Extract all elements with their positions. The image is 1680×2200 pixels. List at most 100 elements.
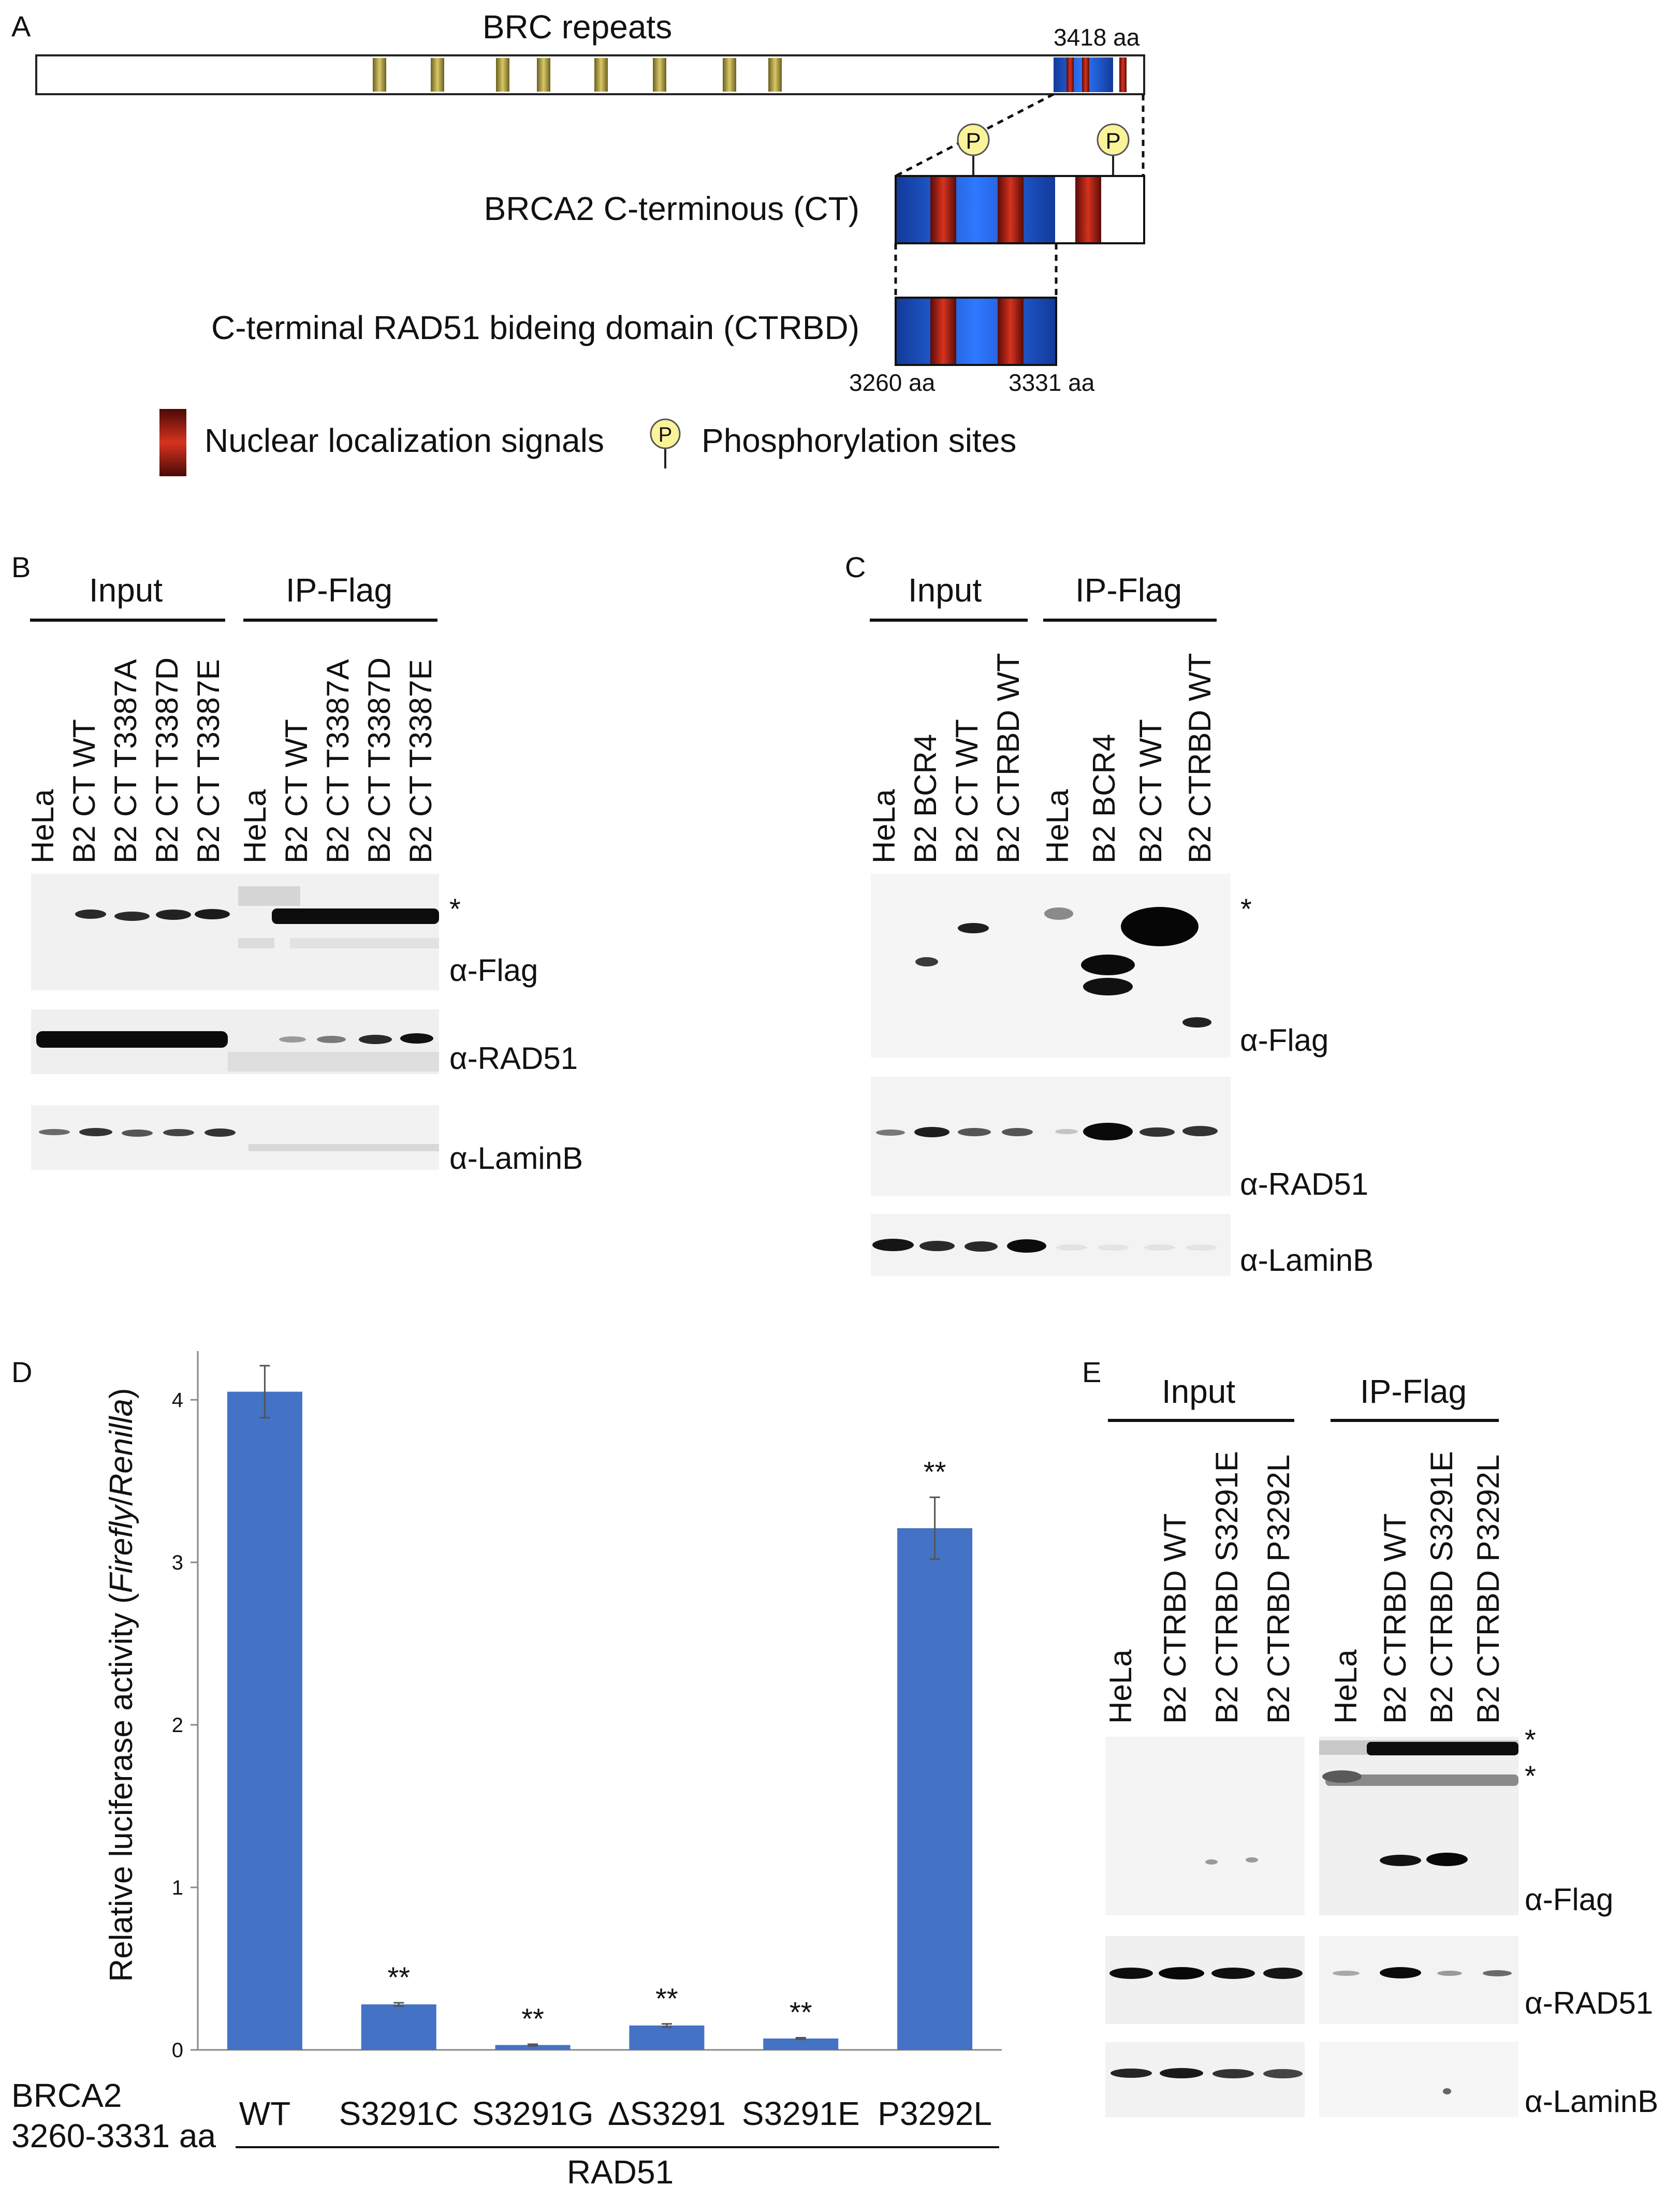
lane-label: B2 CTRBD P3292L bbox=[1261, 1455, 1296, 1724]
nls-legend-label: Nuclear localization signals bbox=[204, 422, 604, 459]
phosphorylation-marker-2: P bbox=[1097, 123, 1130, 176]
y-axis-label: Relative luciferase activity (Firefly/Re… bbox=[104, 1388, 139, 1982]
lane-label: B2 CTRBD WT bbox=[1182, 653, 1217, 863]
panel-c: C Input IP-Flag HeLa B2 BCR4 B2 CT WT B2… bbox=[845, 551, 1374, 1278]
panel-a: A BRC repeats 3418 aa P bbox=[11, 8, 1145, 476]
significance-mark: ** bbox=[521, 2002, 544, 2035]
group-label-rad51: RAD51 bbox=[567, 2153, 674, 2191]
row-label-line1: BRCA2 bbox=[11, 2077, 122, 2114]
panel-c-input-header: Input bbox=[908, 571, 982, 609]
bar bbox=[897, 1528, 973, 2050]
panel-c-ip-header: IP-Flag bbox=[1075, 571, 1182, 609]
panel-e-ip-header: IP-Flag bbox=[1360, 1373, 1467, 1410]
lane-label: B2 CT T3387E bbox=[191, 659, 226, 863]
brc-repeat-box bbox=[723, 58, 736, 92]
lane-label: B2 CT T3387E bbox=[403, 659, 438, 863]
blot-c-flag bbox=[871, 874, 1231, 1058]
panel-c-lane-labels: HeLa B2 BCR4 B2 CT WT B2 CTRBD WT HeLa B… bbox=[867, 653, 1217, 863]
x-category-label: S3291G bbox=[472, 2095, 594, 2132]
lane-label: HeLa bbox=[25, 789, 60, 863]
bar bbox=[763, 2038, 839, 2050]
lane-label: B2 CT WT bbox=[279, 719, 314, 863]
brc-repeat-box bbox=[373, 58, 386, 92]
bar bbox=[361, 2004, 436, 2050]
panel-a-letter: A bbox=[11, 10, 31, 42]
bar bbox=[629, 2025, 705, 2050]
panel-e-letter: E bbox=[1082, 1356, 1101, 1388]
panel-d-letter: D bbox=[11, 1356, 32, 1388]
blot-b-rad51 bbox=[31, 1009, 439, 1074]
blot-c-rad51 bbox=[871, 1077, 1231, 1196]
antibody-label-flag: α-Flag bbox=[1240, 1023, 1328, 1058]
x-category-label: P3292L bbox=[878, 2095, 992, 2132]
brc-repeat-box bbox=[431, 58, 444, 92]
phospho-legend-label: Phosphorylation sites bbox=[702, 422, 1016, 459]
significance-mark: ** bbox=[387, 1961, 410, 1993]
x-category-label: WT bbox=[239, 2095, 291, 2132]
antibody-label-rad51: α-RAD51 bbox=[1525, 1986, 1653, 2020]
blot-b-laminb bbox=[31, 1105, 439, 1170]
brc-repeat-box bbox=[496, 58, 509, 92]
nls-legend-swatch bbox=[159, 409, 186, 476]
panel-b-input-header: Input bbox=[89, 571, 163, 609]
brc-repeat-box bbox=[653, 58, 666, 92]
lane-label: HeLa bbox=[238, 789, 272, 863]
nonspecific-band-marker: * bbox=[449, 892, 461, 925]
antibody-label-rad51: α-RAD51 bbox=[1240, 1167, 1368, 1201]
lane-label: B2 CT WT bbox=[67, 719, 101, 863]
y-tick-label: 1 bbox=[172, 1876, 183, 1899]
row-label-line2: 3260-3331 aa bbox=[11, 2117, 216, 2154]
panel-b-letter: B bbox=[11, 551, 31, 583]
lane-label: B2 BCR4 bbox=[1087, 734, 1121, 863]
brc-repeats-label: BRC repeats bbox=[483, 8, 672, 46]
protein-length-label: 3418 aa bbox=[1054, 24, 1140, 51]
ctrbd-start-label: 3260 aa bbox=[849, 369, 936, 396]
svg-text:P: P bbox=[966, 128, 981, 154]
antibody-label-laminb: α-LaminB bbox=[1240, 1243, 1374, 1278]
panel-c-letter: C bbox=[845, 551, 866, 583]
blot-c-laminb bbox=[871, 1214, 1231, 1276]
lane-label: HeLa bbox=[1328, 1649, 1363, 1724]
lane-label: B2 CT T3387A bbox=[108, 659, 143, 863]
nonspecific-band-marker-1: * bbox=[1525, 1723, 1536, 1756]
lane-label: B2 CT T3387D bbox=[150, 657, 184, 863]
antibody-label-flag: α-Flag bbox=[1525, 1882, 1613, 1917]
nonspecific-band-marker: * bbox=[1240, 892, 1252, 925]
ct-domain-bar bbox=[895, 175, 1145, 244]
x-category-label: S3291C bbox=[339, 2095, 459, 2132]
lane-label: HeLa bbox=[867, 789, 901, 863]
panel-b: B Input IP-Flag HeLa B2 CT WT B2 CT T338… bbox=[11, 551, 583, 1176]
blot-e-laminb bbox=[1105, 2042, 1518, 2117]
ctrbd-end-label: 3331 aa bbox=[1009, 369, 1095, 396]
lane-label: B2 CTRBD S3291E bbox=[1424, 1451, 1459, 1724]
lane-label: B2 CTRBD S3291E bbox=[1209, 1451, 1244, 1724]
bar bbox=[495, 2045, 571, 2050]
antibody-label-laminb: α-LaminB bbox=[1525, 2084, 1658, 2119]
y-tick-label: 2 bbox=[172, 1714, 183, 1737]
lane-label: B2 CT WT bbox=[1133, 719, 1168, 863]
brc-repeat-box bbox=[594, 58, 608, 92]
svg-text:P: P bbox=[1105, 128, 1120, 154]
significance-mark: ** bbox=[790, 1996, 812, 2028]
ctrbd-domain-bar bbox=[895, 297, 1057, 366]
blot-e-flag bbox=[1105, 1737, 1518, 1915]
panel-e-lane-labels: HeLa B2 CTRBD WT B2 CTRBD S3291E B2 CTRB… bbox=[1103, 1451, 1506, 1724]
lane-label: B2 BCR4 bbox=[908, 734, 943, 863]
lane-label: B2 CT T3387D bbox=[362, 657, 397, 863]
phospho-legend-icon: P bbox=[650, 418, 681, 468]
antibody-label-laminb: α-LaminB bbox=[449, 1141, 583, 1176]
chart-bars: WT ** S3291C ** S3291G ** ΔS3291 ** S3291E ** P329… bbox=[227, 1365, 992, 2132]
x-category-label: S3291E bbox=[742, 2095, 860, 2132]
panel-e-input-header: Input bbox=[1162, 1373, 1236, 1410]
panel-b-lane-labels: HeLa B2 CT WT B2 CT T3387A B2 CT T3387D … bbox=[25, 657, 438, 863]
bar bbox=[227, 1391, 302, 2050]
nonspecific-band-marker-2: * bbox=[1525, 1759, 1536, 1792]
c-terminal-region-small bbox=[1054, 57, 1127, 92]
blot-b-flag bbox=[31, 874, 439, 990]
antibody-label-rad51: α-RAD51 bbox=[449, 1041, 578, 1076]
lane-label: B2 CT T3387A bbox=[320, 659, 355, 863]
significance-mark: ** bbox=[924, 1456, 946, 1488]
panel-b-ip-header: IP-Flag bbox=[286, 571, 392, 609]
lane-label: B2 CTRBD WT bbox=[991, 653, 1026, 863]
